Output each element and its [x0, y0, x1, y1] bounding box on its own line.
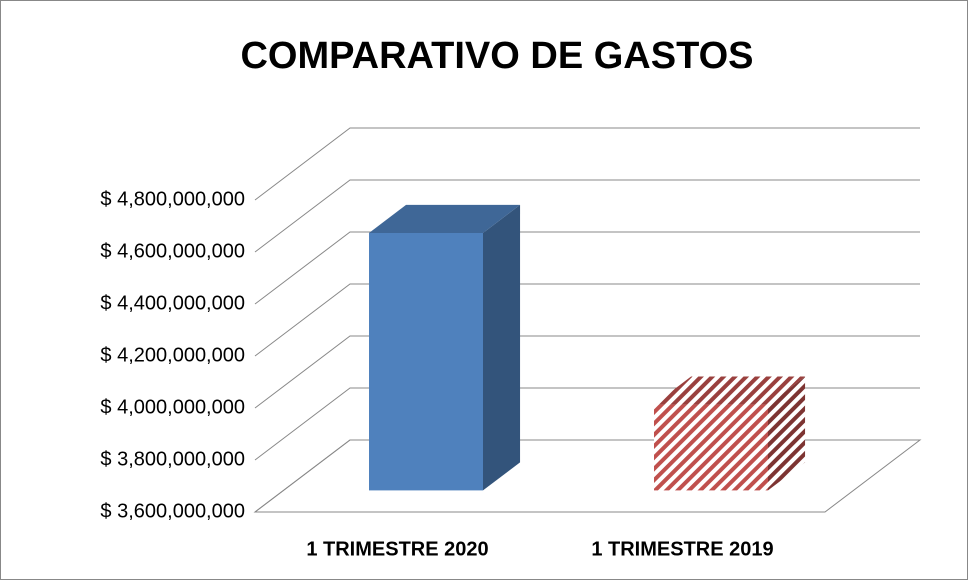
x-tick-label: 1 TRIMESTRE 2020: [306, 538, 488, 560]
bar-top: [369, 204, 521, 233]
grid-line: [254, 283, 920, 357]
bar-side: [768, 376, 806, 491]
bar: [369, 233, 483, 491]
y-tick-label: $ 4,800,000,000: [100, 188, 245, 210]
y-tick-label: $ 3,800,000,000: [100, 448, 245, 470]
bar: [654, 404, 768, 491]
grid-line: [254, 335, 920, 409]
grid-line: [254, 179, 920, 253]
bar-top: [654, 376, 806, 405]
x-tick-label: 1 TRIMESTRE 2019: [591, 538, 773, 560]
y-tick-label: $ 3,600,000,000: [100, 500, 245, 522]
y-tick-label: $ 4,400,000,000: [100, 292, 245, 314]
chart-title: COMPARATIVO DE GASTOS: [240, 35, 753, 77]
grid-line: [254, 231, 920, 305]
grid-line: [254, 127, 920, 201]
y-tick-label: $ 4,200,000,000: [100, 344, 245, 366]
bar-side: [483, 204, 521, 491]
y-tick-label: $ 4,000,000,000: [100, 396, 245, 418]
y-tick-label: $ 4,600,000,000: [100, 240, 245, 262]
